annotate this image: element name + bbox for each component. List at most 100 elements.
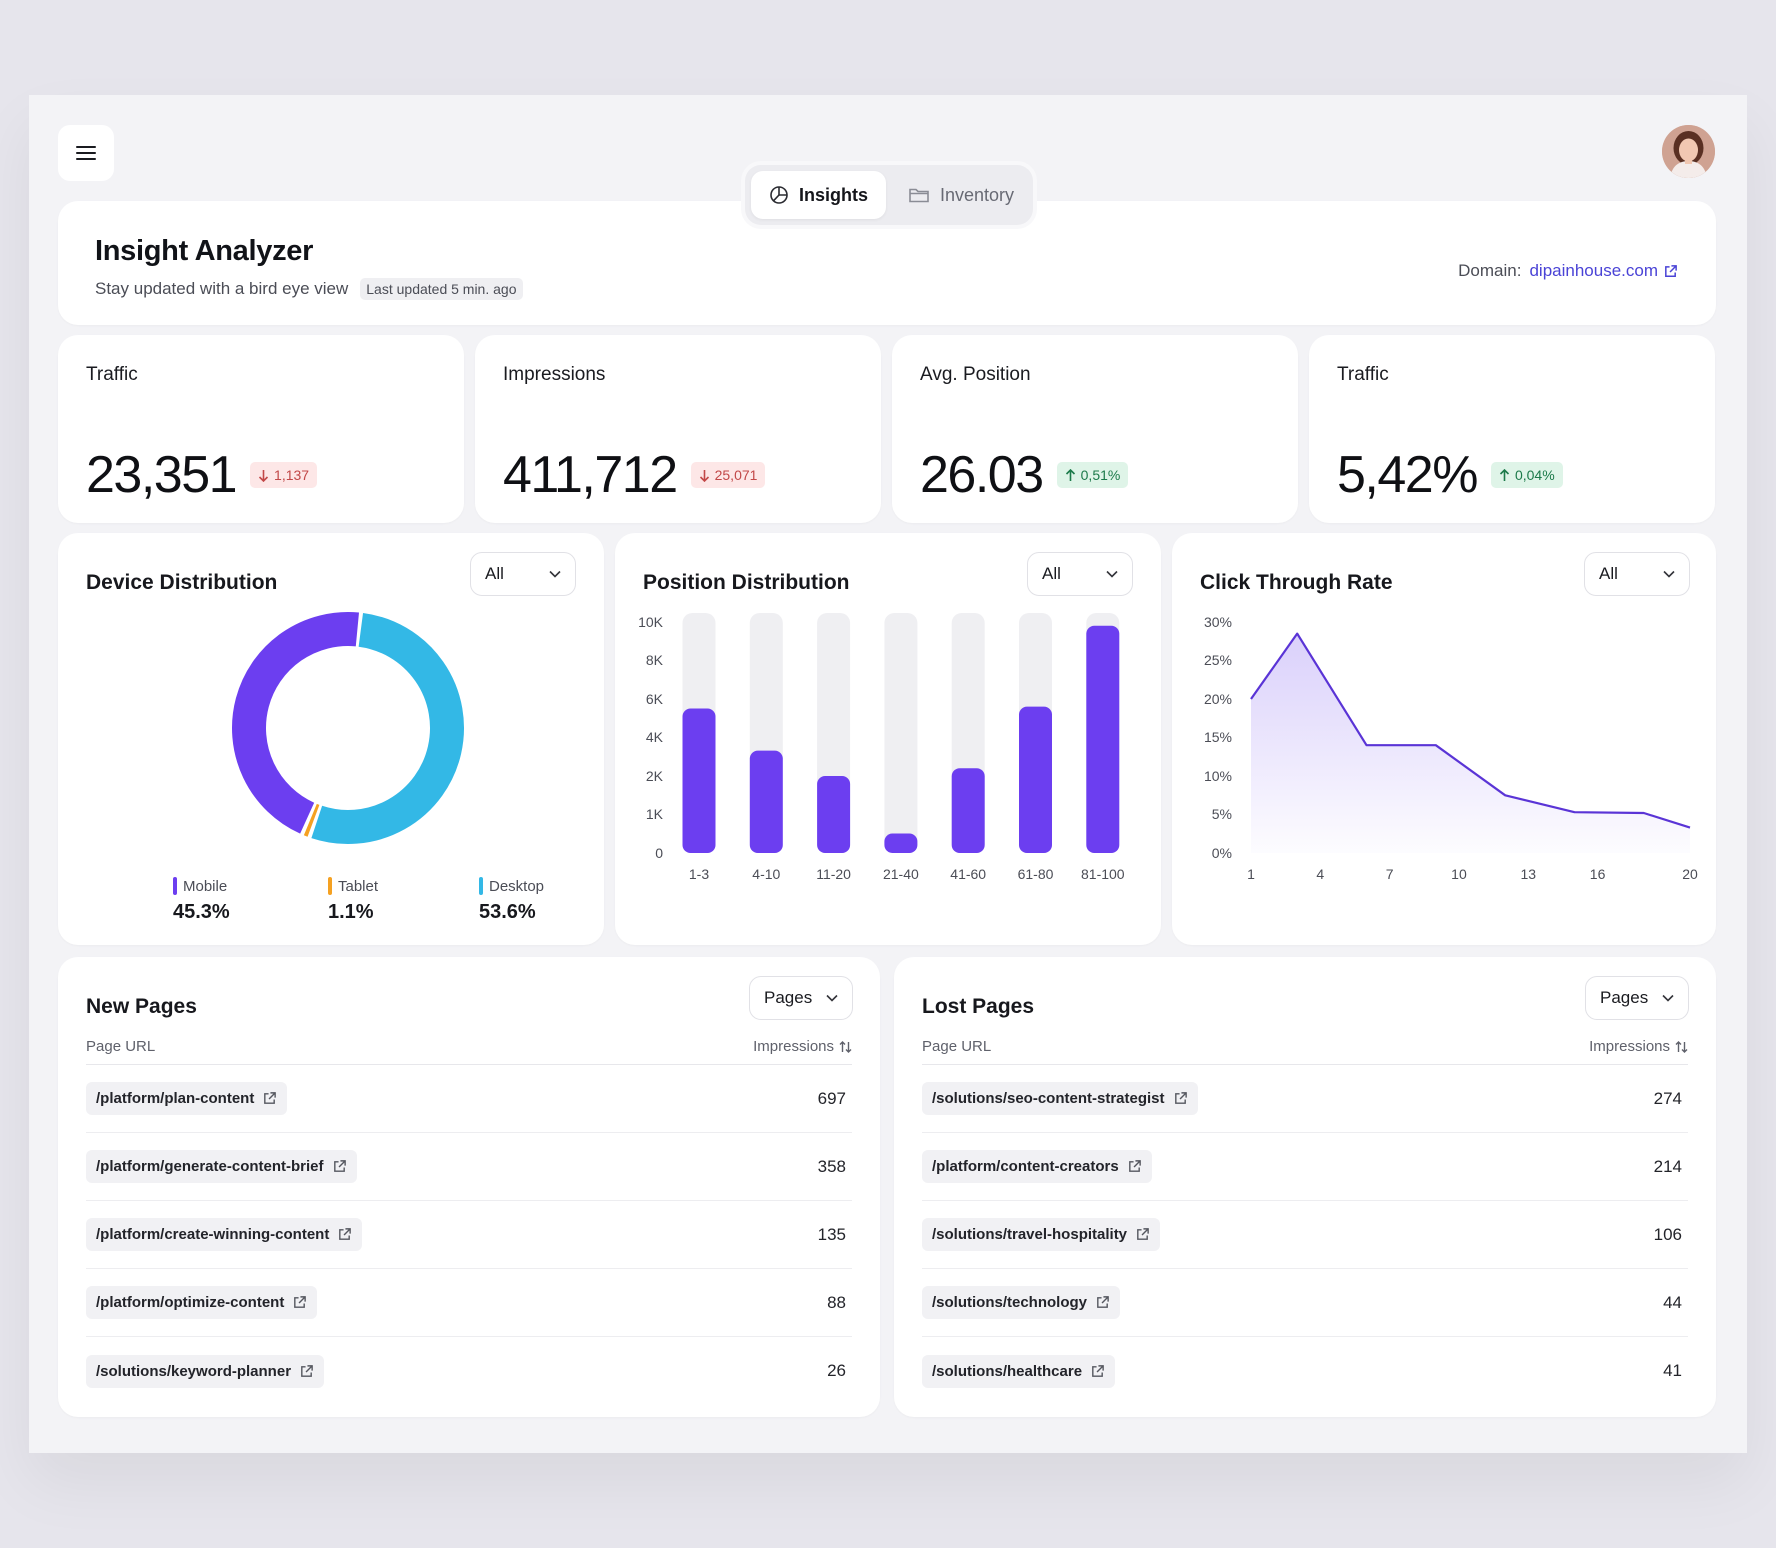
page-url-link[interactable]: /platform/optimize-content (86, 1286, 318, 1319)
kpi-value: 411,712 (503, 446, 678, 504)
tab-inventory[interactable]: Inventory (890, 171, 1032, 219)
impressions-value: 106 (1653, 1224, 1682, 1244)
impressions-value: 26 (827, 1361, 846, 1380)
x-tick-label: 7 (1386, 866, 1394, 882)
sort-icon (839, 1040, 852, 1053)
arrow-up-icon (1065, 468, 1075, 481)
kpi-label: Avg. Position (920, 364, 1031, 385)
col-impressions[interactable]: Impressions (1589, 1038, 1688, 1055)
panel-title: Lost Pages (922, 995, 1035, 1018)
bar-track (884, 613, 918, 853)
page-url-link[interactable]: /platform/plan-content (86, 1082, 288, 1115)
domain-info: Domain: dipainhouse.com (1458, 261, 1678, 281)
subtitle-text: Stay updated with a bird eye view (95, 279, 349, 298)
new-pages-filter-select[interactable]: Pages (749, 976, 853, 1020)
avatar[interactable] (1662, 125, 1715, 178)
kpi-value: 5,42% (1337, 446, 1478, 504)
table-row: /solutions/seo-content-strategist 274 (922, 1065, 1688, 1133)
pie-icon (770, 186, 788, 204)
select-value: All (1042, 564, 1061, 583)
view-tabs: Insights Inventory (745, 165, 1033, 225)
col-impressions-label: Impressions (753, 1038, 834, 1055)
kpi-delta: 0,51% (1080, 467, 1121, 483)
domain-label: Domain: (1458, 261, 1522, 280)
page-url-text: /solutions/travel-hospitality (932, 1226, 1128, 1243)
position-filter-select[interactable]: All (1027, 552, 1133, 596)
page-url-link[interactable]: /platform/content-creators (922, 1150, 1152, 1183)
x-tick-label: 10 (1451, 866, 1467, 882)
donut-slice-tablet (303, 803, 320, 837)
x-tick-label: 21-40 (883, 866, 919, 882)
page-url-text: /platform/generate-content-brief (96, 1158, 324, 1175)
header-card: Insight Analyzer Stay updated with a bir… (58, 201, 1716, 325)
table-row: /platform/plan-content 697 (86, 1065, 852, 1133)
ctr-area-chart: 30% 25% 20% 15% 10% 5% 0% 1 4 7 10 13 16 20 (1204, 614, 1698, 882)
arrow-down-icon (699, 469, 709, 482)
y-tick-label: 0% (1212, 845, 1232, 861)
kpi-value-row: 23,351 1,137 (86, 445, 318, 505)
page-url-link[interactable]: /solutions/seo-content-strategist (922, 1082, 1198, 1115)
tab-insights[interactable]: Insights (751, 171, 887, 219)
ctr-filter-select[interactable]: All (1584, 552, 1690, 596)
page-url-link[interactable]: /solutions/travel-hospitality (922, 1218, 1161, 1251)
table-header: Page URL Impressions (922, 1029, 1688, 1065)
kpi-label: Traffic (1337, 364, 1389, 385)
device-distribution-card: Device Distribution All Mobile 45.3% Tab… (58, 533, 604, 945)
y-tick-label: 4K (646, 729, 664, 745)
ctr-card: Click Through Rate All 30% 25% 20% 15% 10% 5%… (1172, 533, 1716, 945)
chevron-down-icon (1106, 570, 1118, 578)
y-tick-label: 6K (646, 691, 664, 707)
impressions-value: 274 (1653, 1088, 1682, 1108)
page-url-link[interactable]: /platform/create-winning-content (86, 1218, 363, 1251)
col-impressions[interactable]: Impressions (753, 1038, 852, 1055)
select-value: Pages (1600, 988, 1649, 1007)
page-url-text: /solutions/seo-content-strategist (932, 1090, 1165, 1107)
page-url-link[interactable]: /solutions/healthcare (922, 1354, 1116, 1388)
domain-link[interactable]: dipainhouse.com (1529, 261, 1678, 281)
impressions-value: 214 (1653, 1156, 1682, 1176)
page-url-text: /platform/optimize-content (96, 1294, 285, 1311)
external-link-icon (333, 1160, 346, 1172)
kpi-delta-badge: 25,071 (690, 462, 766, 488)
page-url-link[interactable]: /solutions/keyword-planner (86, 1354, 325, 1388)
x-tick-label: 41-60 (950, 866, 986, 882)
kpi-card-impressions: Impressions 411,712 25,071 (475, 335, 881, 523)
page-url-link[interactable]: /solutions/technology (922, 1286, 1121, 1319)
col-page-url: Page URL (86, 1038, 156, 1055)
kpi-value-row: 411,712 25,071 (503, 445, 766, 505)
chevron-down-icon (826, 994, 838, 1002)
col-page-url: Page URL (922, 1038, 992, 1055)
kpi-label: Traffic (86, 364, 138, 385)
tab-inventory-label: Inventory (940, 184, 1015, 205)
external-link-icon (1092, 1364, 1104, 1377)
device-filter-select[interactable]: All (470, 552, 576, 596)
page-url-text: /solutions/keyword-planner (96, 1362, 292, 1380)
table-row: /solutions/healthcare 41 (922, 1337, 1688, 1405)
table-row: /platform/generate-content-brief 358 (86, 1133, 852, 1201)
x-tick-label: 1 (1247, 866, 1255, 882)
arrow-up-icon (1499, 468, 1510, 481)
legend-label: Mobile (183, 877, 228, 895)
legend-tablet: Tablet 1.1% (328, 877, 378, 924)
y-tick-label: 0 (655, 845, 663, 861)
table-row: /platform/create-winning-content 135 (86, 1201, 852, 1269)
y-tick-label: 25% (1204, 652, 1232, 668)
position-distribution-card: Position Distribution All 10K 8K 6K 4K 2K 1K 0… (615, 533, 1161, 945)
donut-slice-desktop (311, 612, 464, 844)
hamburger-icon (76, 146, 96, 160)
folder-icon (909, 188, 929, 203)
page-title: Insight Analyzer (95, 235, 314, 267)
lost-pages-filter-select[interactable]: Pages (1585, 976, 1689, 1020)
kpi-card-traffic: Traffic 23,351 1,137 (58, 335, 464, 523)
x-tick-label: 20 (1682, 866, 1698, 882)
menu-button[interactable] (58, 125, 114, 181)
kpi-delta: 25,071 (714, 467, 758, 483)
page-url-link[interactable]: /platform/generate-content-brief (86, 1150, 357, 1183)
table-header: Page URL Impressions (86, 1029, 852, 1065)
sort-icon (1675, 1040, 1688, 1053)
external-link-icon (1174, 1092, 1187, 1104)
external-link-icon (1665, 264, 1677, 277)
y-tick-label: 5% (1212, 806, 1232, 822)
select-value: Pages (764, 988, 813, 1007)
y-tick-label: 8K (646, 652, 664, 668)
